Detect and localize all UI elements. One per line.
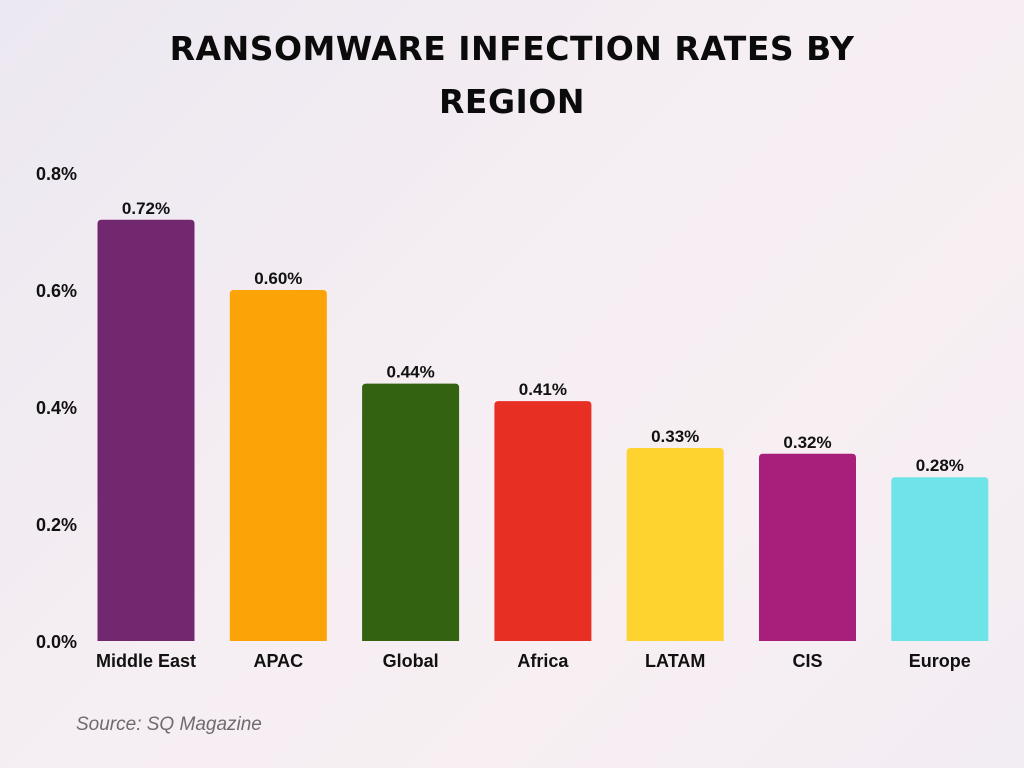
chart-title: RANSOMWARE INFECTION RATES BY REGION xyxy=(169,29,855,121)
y-tick-label: 0.4% xyxy=(36,398,77,418)
x-tick-label: Middle East xyxy=(96,651,196,671)
source-note: Source: SQ Magazine xyxy=(76,714,262,735)
data-label: 0.33% xyxy=(651,427,699,446)
x-tick-label: LATAM xyxy=(645,651,705,671)
bar xyxy=(97,219,195,642)
data-label: 0.28% xyxy=(916,456,964,475)
data-label: 0.44% xyxy=(386,363,434,382)
bar xyxy=(229,290,327,641)
bar xyxy=(626,447,724,641)
bar xyxy=(759,453,856,641)
data-label: 0.72% xyxy=(122,199,170,218)
bar xyxy=(494,401,592,641)
x-tick-label: Europe xyxy=(909,651,971,671)
x-tick-label: CIS xyxy=(792,651,822,671)
y-tick-label: 0.8% xyxy=(36,164,77,184)
x-tick-label: Africa xyxy=(517,651,569,671)
x-tick-label: Global xyxy=(383,651,439,671)
bar xyxy=(891,477,989,641)
x-tick-label: APAC xyxy=(253,651,303,671)
data-label: 0.60% xyxy=(254,269,302,288)
bar xyxy=(362,383,460,641)
y-tick-label: 0.2% xyxy=(36,515,77,535)
data-label: 0.32% xyxy=(783,433,831,452)
data-label: 0.41% xyxy=(519,380,567,399)
y-tick-label: 0.0% xyxy=(36,632,77,652)
y-tick-label: 0.6% xyxy=(36,281,77,301)
